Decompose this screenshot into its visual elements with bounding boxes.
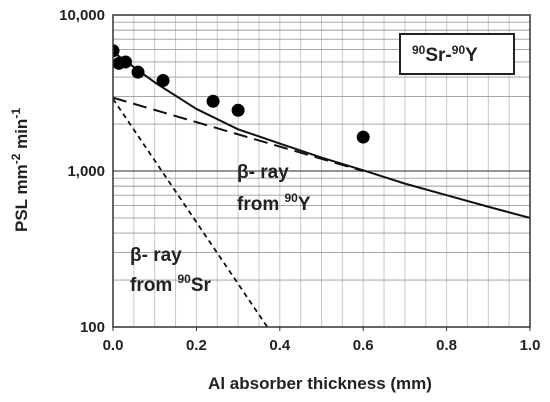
legend: 90Sr-90Y xyxy=(399,33,515,75)
annotation-sr90-symbol: Sr xyxy=(191,275,212,296)
annotation-y90-line1: β- ray xyxy=(237,162,289,183)
tick-labels: 0.0 0.2 0.4 0.6 0.8 1.0 100 1,000 10,000 xyxy=(59,7,540,354)
legend-iso-b-mass: 90 xyxy=(452,43,466,57)
legend-iso-b-symbol: Y xyxy=(465,45,478,66)
annotation-sr90-prefix: from xyxy=(130,275,178,296)
x-axis-label: Al absorber thickness (mm) xyxy=(208,374,432,393)
y-axis-label-exp2: -1 xyxy=(9,108,23,119)
annotation-sr90-line1: β- ray xyxy=(130,245,182,266)
y-axis-label-mid: min xyxy=(12,119,31,154)
legend-label: 90Sr-90Y xyxy=(412,43,478,66)
grid xyxy=(113,15,530,327)
sr90-beta-line xyxy=(113,98,269,327)
x-tick-label: 0.4 xyxy=(269,337,291,354)
y90-beta-line xyxy=(113,96,364,172)
legend-box xyxy=(399,33,515,75)
annotation-sr90: β- ray from 90Sr xyxy=(130,245,212,296)
y-axis-label: PSL mm-2 min-1 xyxy=(9,108,31,232)
y-axis-label-base: PSL mm xyxy=(12,164,31,232)
data-point xyxy=(206,94,220,108)
plot-frame xyxy=(112,14,531,328)
y-tick-label: 1,000 xyxy=(67,163,105,180)
y-tick-label: 10,000 xyxy=(59,7,105,24)
annotation-y90-prefix: from xyxy=(237,194,285,215)
data-point xyxy=(156,74,170,88)
data-point xyxy=(113,44,120,58)
legend-iso-a-symbol: Sr- xyxy=(425,45,451,66)
y-axis-label-exp1: -2 xyxy=(9,153,23,164)
legend-iso-a-mass: 90 xyxy=(412,43,426,57)
annotation-sr90-line2: from 90Sr xyxy=(130,272,212,296)
x-tick-label: 0.2 xyxy=(186,337,207,354)
series-layer xyxy=(113,44,530,327)
y-tick-label: 100 xyxy=(80,319,105,336)
annotation-y90-mass: 90 xyxy=(285,191,299,205)
annotation-y90-line2: from 90Y xyxy=(237,191,311,215)
data-point xyxy=(131,65,145,79)
x-tick-label: 1.0 xyxy=(520,337,541,354)
annotation-y90: β- ray from 90Y xyxy=(237,162,311,215)
x-tick-label: 0.6 xyxy=(353,337,374,354)
data-point xyxy=(356,130,370,144)
annotation-y90-symbol: Y xyxy=(298,194,311,215)
total-fit-line xyxy=(113,51,530,219)
annotation-sr90-mass: 90 xyxy=(178,272,192,286)
data-point xyxy=(231,103,245,117)
data-point xyxy=(119,55,133,69)
x-tick-label: 0.0 xyxy=(103,337,124,354)
x-tick-label: 0.8 xyxy=(436,337,457,354)
